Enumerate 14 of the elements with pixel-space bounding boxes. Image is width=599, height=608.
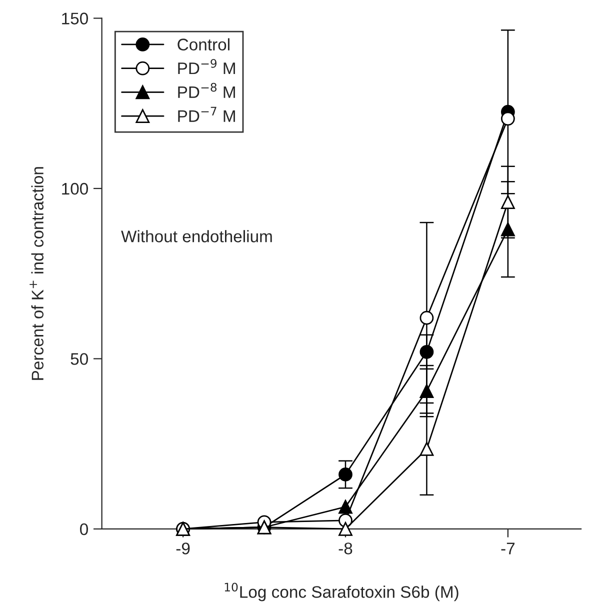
legend-label: PD$^{−8}$ M — [178, 82, 235, 98]
x-tick-label: -9 — [176, 542, 190, 554]
x-tick-label: -8 — [338, 542, 352, 554]
x-axis-title: $^{10}$Log conc Sarafotoxin S6b (M) — [224, 582, 458, 602]
x-tick-label: -7 — [501, 542, 515, 554]
y-axis-title: Percent of K$^{+}$ ind contraction — [30, 167, 44, 380]
legend-label: PD$^{−9}$ M — [178, 59, 235, 74]
y-tick-label: 150 — [62, 12, 88, 24]
y-tick-label: 100 — [62, 182, 88, 195]
y-tick-label: 0 — [80, 523, 88, 536]
legend-label: Control — [178, 38, 230, 50]
legend-label: PD$^{−7}$ M — [178, 106, 235, 122]
y-tick-label: 50 — [70, 353, 88, 365]
annotation: Without endothelium — [121, 230, 272, 242]
